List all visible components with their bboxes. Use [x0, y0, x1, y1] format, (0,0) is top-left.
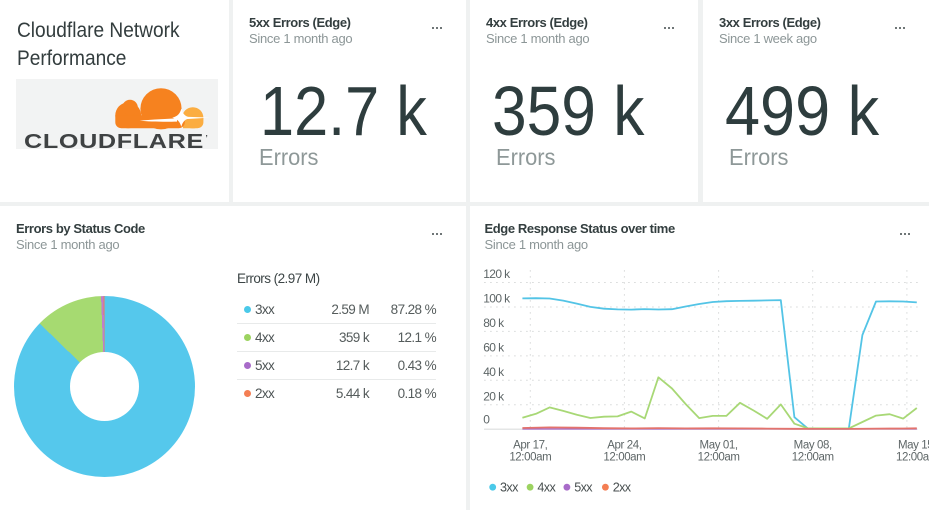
- svg-text:40 k: 40 k: [483, 365, 505, 379]
- svg-text:2xx: 2xx: [613, 481, 632, 495]
- svg-text:May 01,: May 01,: [700, 439, 738, 451]
- svg-text:120 k: 120 k: [483, 267, 511, 281]
- svg-text:4xx: 4xx: [537, 481, 556, 495]
- svg-text:12:00am: 12:00am: [698, 451, 740, 463]
- svg-text:May 15,: May 15,: [898, 439, 929, 451]
- svg-text:12:00am: 12:00am: [896, 451, 929, 463]
- svg-text:12:00am: 12:00am: [603, 451, 645, 463]
- svg-text:100 k: 100 k: [483, 292, 511, 306]
- svg-text:60 k: 60 k: [483, 340, 505, 354]
- svg-text:12:00am: 12:00am: [792, 451, 834, 463]
- svg-text:80 k: 80 k: [483, 316, 505, 330]
- svg-text:5xx: 5xx: [574, 481, 593, 495]
- svg-text:Apr 24,: Apr 24,: [607, 439, 641, 451]
- svg-text:May 08,: May 08,: [794, 439, 832, 451]
- svg-text:3xx: 3xx: [500, 481, 519, 495]
- svg-text:20 k: 20 k: [483, 389, 505, 403]
- svg-text:0: 0: [483, 413, 490, 427]
- svg-text:12:00am: 12:00am: [509, 451, 551, 463]
- svg-text:Apr 17,: Apr 17,: [513, 439, 547, 451]
